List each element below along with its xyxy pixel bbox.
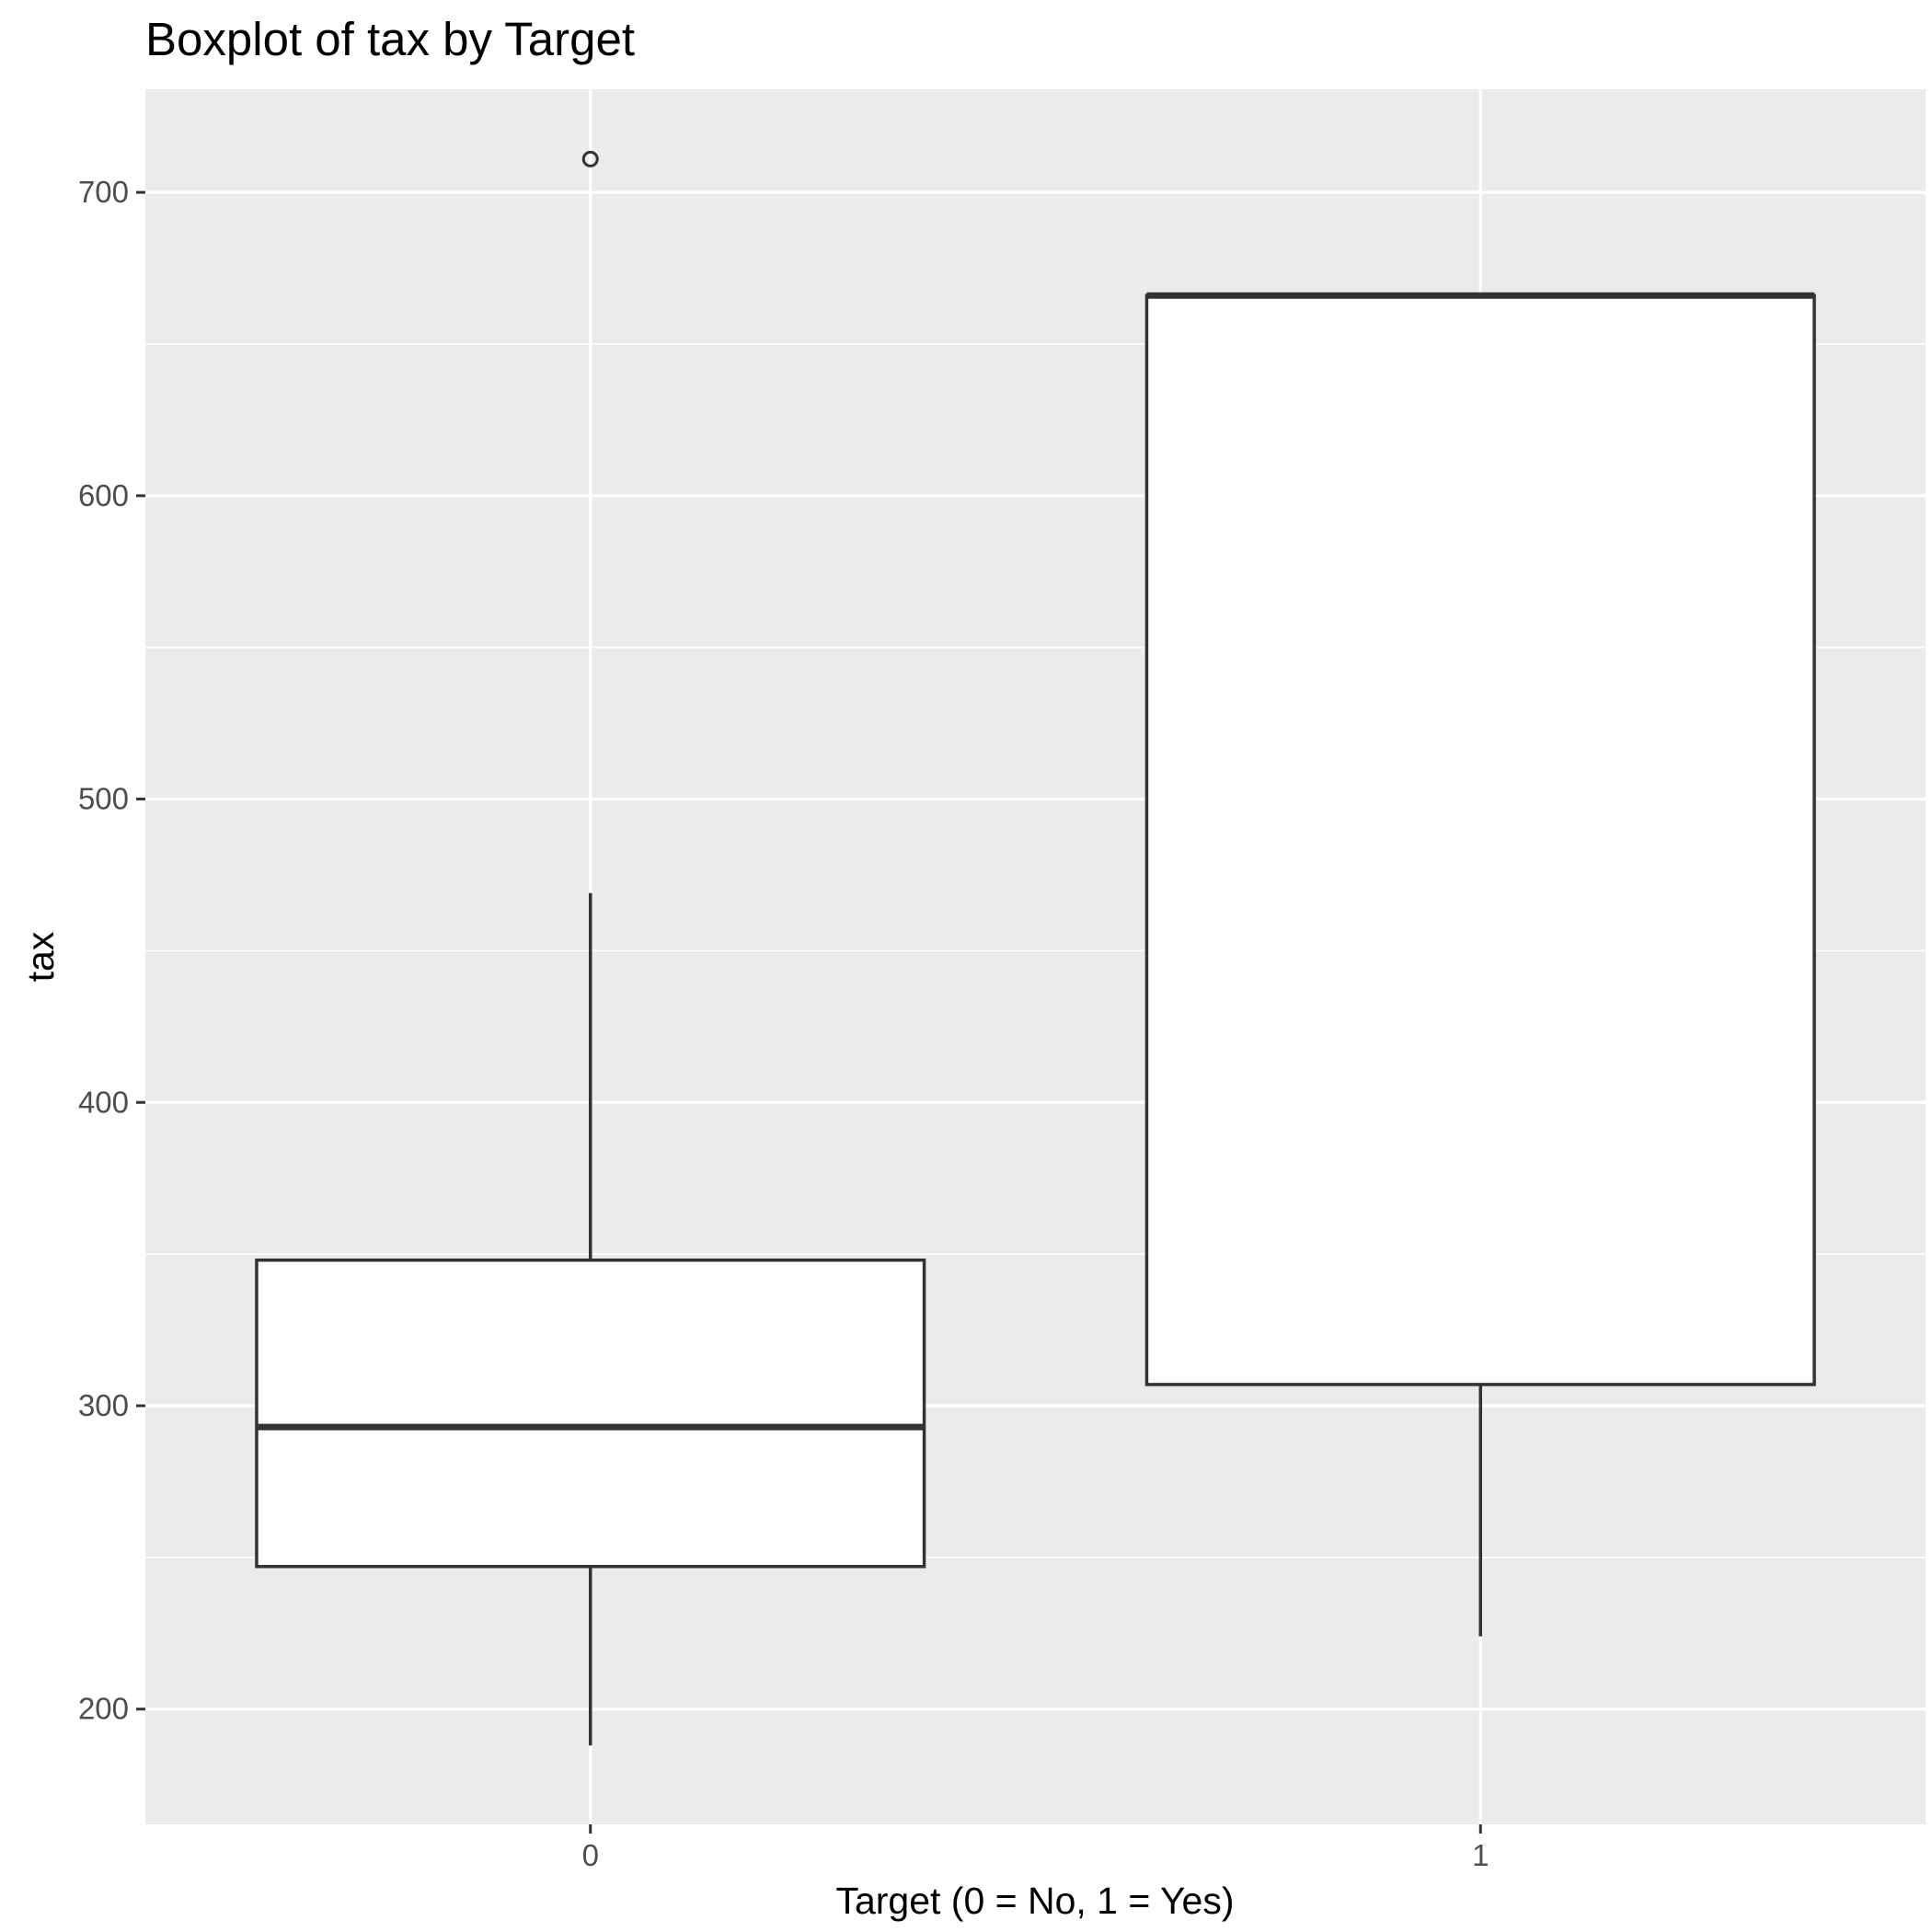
x-tick-label: 1 <box>1472 1838 1489 1872</box>
y-axis: 200 300 400 500 600 700 <box>78 175 145 1726</box>
x-axis-title: Target (0 = No, 1 = Yes) <box>835 1880 1234 1922</box>
y-tick-label: 400 <box>78 1085 129 1119</box>
boxes <box>255 150 1816 1746</box>
x-tick-label: 0 <box>582 1838 599 1872</box>
y-tick-label: 700 <box>78 175 129 209</box>
box-group-1 <box>1144 292 1816 1637</box>
box-iqr <box>1144 293 1816 1386</box>
outlier-point <box>581 150 599 167</box>
chart-title: Boxplot of tax by Target <box>145 13 635 65</box>
y-tick-label: 300 <box>78 1388 129 1422</box>
box-iqr <box>255 1258 926 1569</box>
y-tick-label: 200 <box>78 1692 129 1726</box>
box-group-0 <box>255 150 926 1746</box>
y-axis-title: tax <box>19 931 62 982</box>
y-tick-label: 500 <box>78 782 129 816</box>
y-tick-label: 600 <box>78 478 129 512</box>
